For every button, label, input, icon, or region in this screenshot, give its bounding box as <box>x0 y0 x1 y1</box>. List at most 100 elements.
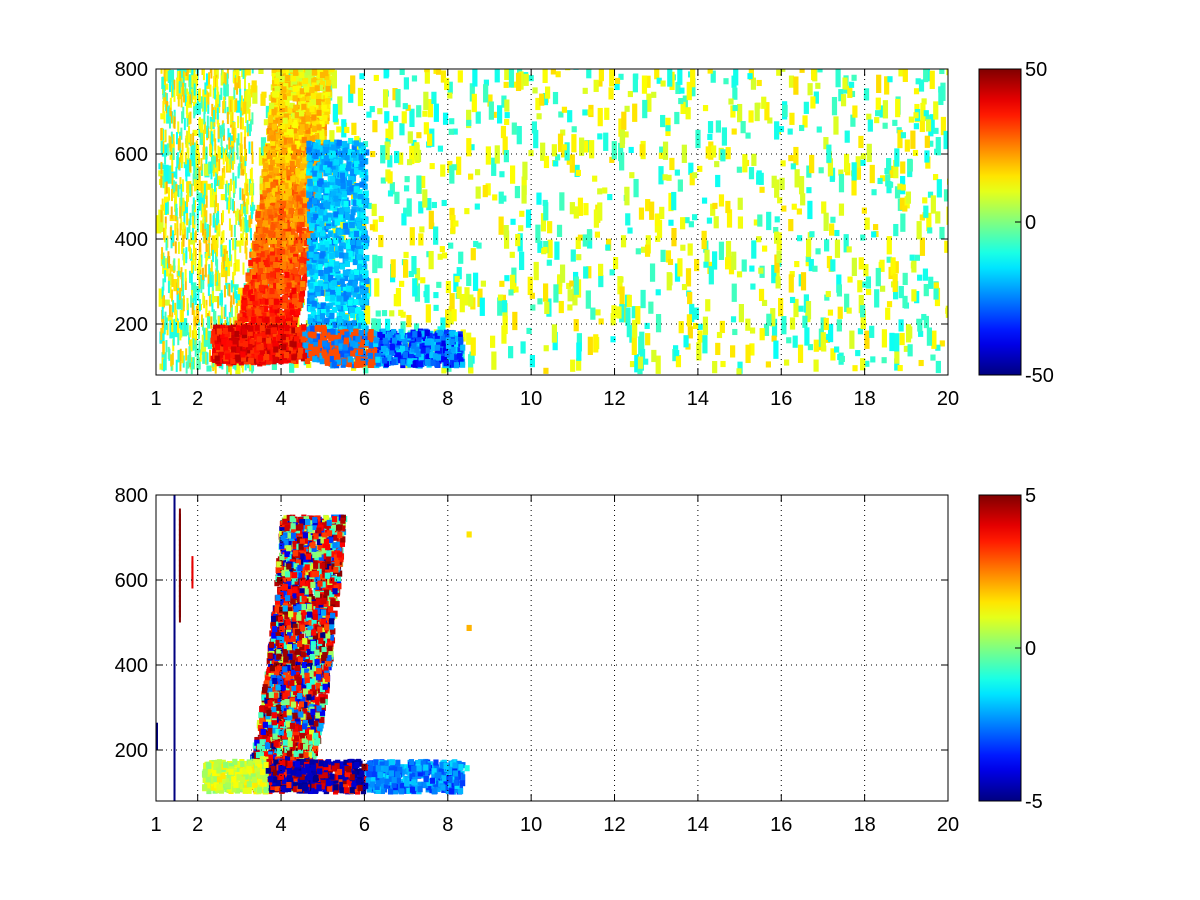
heatmap-cell <box>205 305 208 318</box>
heatmap-cell <box>167 251 170 264</box>
heatmap-cell <box>501 300 508 313</box>
heatmap-cell <box>205 210 208 223</box>
heatmap-cell <box>206 365 212 372</box>
heatmap-cell <box>799 69 805 73</box>
heatmap-cell <box>800 272 807 291</box>
heatmap-cell <box>751 240 757 259</box>
heatmap-cell <box>902 295 908 309</box>
heatmap-cell <box>905 191 912 204</box>
heatmap-cell <box>843 234 849 253</box>
heatmap-cell <box>178 70 181 83</box>
heatmap-cell <box>774 231 780 244</box>
heatmap-cell <box>924 135 930 148</box>
heatmap-cell <box>625 307 631 326</box>
heatmap-cell <box>255 270 261 277</box>
heatmap-cell <box>200 158 203 171</box>
heatmap-cell <box>677 179 683 192</box>
heatmap-cell <box>282 93 288 100</box>
heatmap-cell <box>207 274 210 287</box>
heatmap-cell <box>192 173 195 186</box>
heatmap-cell <box>272 291 278 298</box>
heatmap-cell <box>263 152 269 159</box>
heatmap-cell <box>504 112 510 119</box>
heatmap-cell <box>299 124 305 131</box>
heatmap-cell <box>815 248 821 255</box>
heatmap-cell <box>169 286 172 299</box>
heatmap-cell <box>178 135 181 149</box>
heatmap-cell <box>214 107 217 120</box>
heatmap-cell <box>611 305 617 318</box>
heatmap-cell <box>398 309 404 316</box>
heatmap-cell <box>422 110 428 117</box>
heatmap-cell <box>308 69 314 74</box>
heatmap-cell <box>239 316 245 324</box>
heatmap-cell <box>573 319 579 332</box>
heatmap-cell <box>187 147 190 160</box>
heatmap-cell <box>317 84 324 92</box>
heatmap-cell <box>171 230 174 243</box>
heatmap-cell <box>212 215 215 228</box>
heatmap-cell <box>186 140 189 154</box>
heatmap-cell <box>259 194 266 201</box>
heatmap-cell <box>924 114 930 122</box>
heatmap-cell <box>918 359 924 367</box>
heatmap-cell <box>242 163 245 176</box>
heatmap-cell <box>598 274 604 288</box>
heatmap-cell <box>177 241 180 254</box>
heatmap-cell <box>863 88 870 101</box>
heatmap-cell <box>618 142 624 162</box>
heatmap-cell <box>290 176 296 183</box>
heatmap-cell <box>251 179 254 192</box>
heatmap-cell <box>913 123 919 130</box>
heatmap-cell <box>826 255 833 269</box>
heatmap-cell <box>275 175 281 183</box>
heatmap-cell <box>177 349 180 363</box>
heatmap-cell <box>196 90 199 103</box>
heatmap-cell <box>217 219 220 232</box>
heatmap-cell <box>475 186 481 199</box>
heatmap-cell <box>886 256 892 263</box>
heatmap-cell <box>166 143 169 156</box>
heatmap-cell <box>286 311 292 318</box>
heatmap-cell <box>248 259 254 266</box>
heatmap-cell <box>838 169 844 176</box>
heatmap-cell <box>271 151 277 158</box>
heatmap-cell <box>855 156 861 175</box>
heatmap-cell <box>279 106 285 113</box>
heatmap-cell <box>864 217 870 230</box>
heatmap-cell <box>215 172 218 185</box>
heatmap-cell <box>268 108 274 115</box>
heatmap-cell <box>470 337 476 356</box>
heatmap-cell <box>161 247 164 260</box>
heatmap-cell <box>583 140 589 153</box>
heatmap-cell <box>165 202 168 215</box>
heatmap-cell <box>860 316 866 330</box>
heatmap-cell <box>251 141 254 154</box>
heatmap-cell <box>609 69 615 87</box>
heatmap-cell <box>287 274 293 281</box>
heatmap-cell <box>919 237 926 256</box>
heatmap-cell <box>189 212 192 226</box>
heatmap-cell <box>276 282 282 289</box>
heatmap-cell <box>665 250 672 263</box>
heatmap-cell <box>499 280 505 287</box>
heatmap-cell <box>705 299 711 312</box>
heatmap-cell <box>861 207 867 214</box>
heatmap-cell <box>282 117 288 124</box>
heatmap-cell <box>234 286 237 299</box>
heatmap-cell <box>245 148 248 162</box>
heatmap-cell <box>190 272 193 285</box>
heatmap-cell <box>184 69 187 73</box>
heatmap-cell <box>466 109 472 129</box>
heatmap-cell <box>192 338 195 351</box>
heatmap-cell <box>631 306 637 319</box>
heatmap-cell <box>166 201 169 214</box>
heatmap-cell <box>204 82 207 95</box>
heatmap-cell <box>849 90 856 98</box>
heatmap-cell <box>284 69 290 73</box>
heatmap-cell <box>295 309 301 316</box>
heatmap-cell <box>857 280 863 293</box>
heatmap-cell <box>220 194 226 201</box>
heatmap-cell <box>466 119 472 126</box>
heatmap-cell <box>395 288 402 307</box>
